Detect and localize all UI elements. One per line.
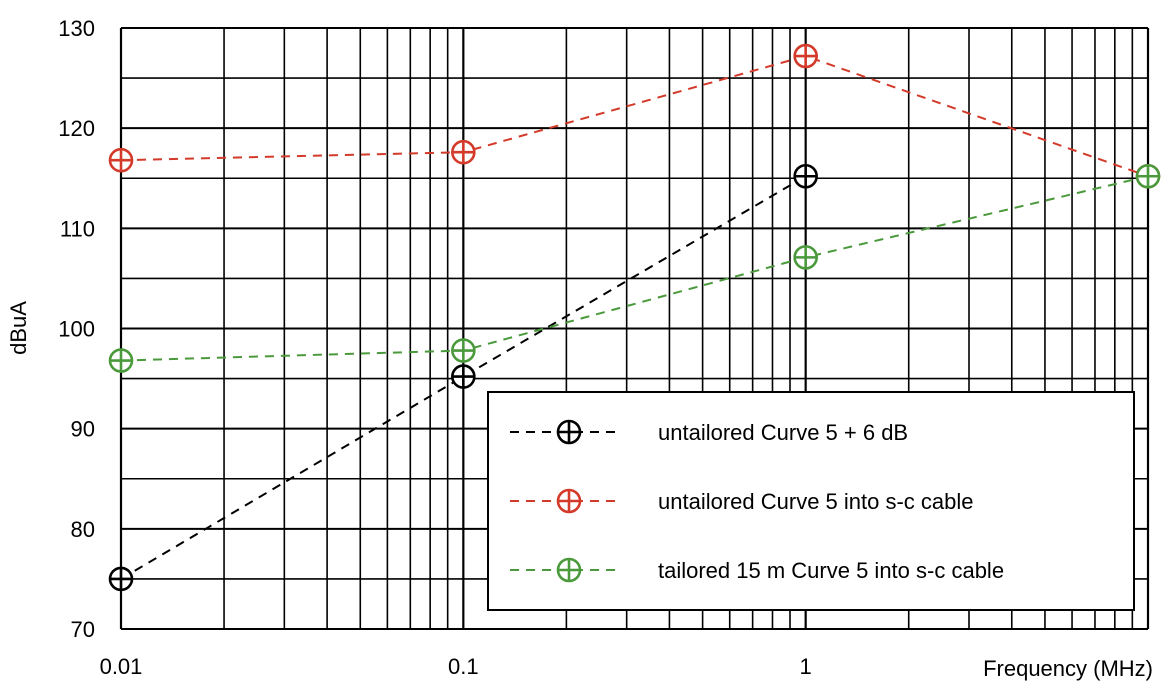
data-point bbox=[451, 139, 476, 165]
legend-marker bbox=[556, 488, 582, 514]
data-point bbox=[793, 245, 818, 270]
legend-label: untailored Curve 5 + 6 dB bbox=[658, 420, 908, 445]
data-point bbox=[108, 147, 134, 173]
data-point bbox=[793, 163, 818, 189]
y-tick-label: 80 bbox=[71, 517, 95, 542]
legend-marker bbox=[556, 557, 582, 583]
data-point bbox=[451, 338, 476, 363]
data-point bbox=[451, 364, 476, 389]
data-point bbox=[793, 43, 818, 69]
x-tick-labels: 0.01 0.1 1 bbox=[100, 654, 812, 679]
legend-label: untailored Curve 5 into s-c cable bbox=[658, 489, 974, 514]
x-tick-label: 1 bbox=[800, 654, 812, 679]
data-point bbox=[108, 566, 134, 592]
legend: untailored Curve 5 + 6 dB untailored Curv… bbox=[487, 391, 1135, 611]
y-tick-label: 130 bbox=[58, 16, 95, 41]
y-tick-label: 70 bbox=[71, 617, 95, 642]
series-line-2 bbox=[120, 54, 1149, 178]
data-point bbox=[1135, 163, 1161, 189]
y-tick-labels: 70 80 90 100 110 120 130 bbox=[58, 16, 95, 642]
series-line-3 bbox=[120, 175, 1149, 362]
series-line-1 bbox=[120, 175, 807, 580]
y-axis-title: dBuA bbox=[6, 301, 31, 355]
data-point bbox=[108, 348, 134, 373]
y-tick-label: 90 bbox=[71, 417, 95, 442]
series-layer bbox=[108, 43, 1161, 592]
y-tick-label: 100 bbox=[58, 317, 95, 342]
y-tick-label: 120 bbox=[58, 116, 95, 141]
legend-label: tailored 15 m Curve 5 into s-c cable bbox=[658, 558, 1004, 583]
x-tick-label: 0.1 bbox=[448, 654, 479, 679]
x-tick-label: 0.01 bbox=[100, 654, 143, 679]
x-axis-title: Frequency (MHz) bbox=[983, 656, 1153, 681]
legend-marker bbox=[556, 419, 582, 445]
y-tick-label: 110 bbox=[60, 216, 95, 241]
